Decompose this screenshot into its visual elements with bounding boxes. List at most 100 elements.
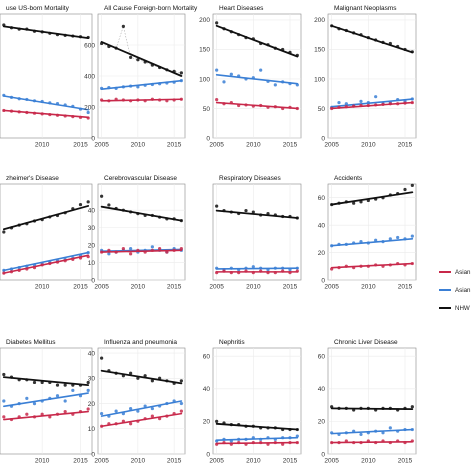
panel-9-api_blue-point — [32, 402, 37, 406]
panel-10-xtick-label: 2010 — [131, 458, 146, 465]
panel-2-api_red-point — [121, 98, 125, 102]
panel-5-api_red-point — [78, 256, 83, 260]
panel-4-api_red-point — [344, 105, 348, 109]
panel-1-nhw-point — [86, 35, 90, 40]
panel-12-nhw-point — [410, 405, 414, 409]
panel-1-nhw-point — [40, 30, 44, 34]
panel-6-api_red-point — [114, 250, 118, 254]
panel-6-api_red-point — [129, 252, 133, 256]
panel-9-api_red-point — [17, 415, 21, 419]
panel-2-api_red-point — [158, 98, 162, 102]
panel-8-nhw-point — [388, 193, 392, 197]
panel-4-nhw-point — [381, 40, 385, 44]
panel-4-api_red-point — [410, 100, 414, 105]
panel-5-nhw-point — [9, 226, 14, 230]
panel-8-nhw-point — [381, 196, 385, 200]
panel-5-nhw-point — [86, 200, 90, 204]
panel-3-nhw-point — [259, 41, 263, 46]
panel-10-api_blue-point — [143, 404, 147, 408]
panel-6-api_blue-trend-line — [100, 248, 183, 252]
panel-10-title: Influenza and pneumonia — [104, 339, 177, 346]
panel-11-api_blue-point — [222, 437, 226, 441]
panel-4-xtick-label: 2005 — [324, 142, 339, 149]
panel-6-api_red-point — [121, 246, 125, 251]
panel-12-api_red-point — [410, 439, 414, 443]
panel-7-api_red-point — [244, 269, 248, 273]
panel-3-api_blue-point — [215, 68, 219, 72]
panel-9-nhw-point — [25, 378, 29, 382]
panel-8-api_blue-point — [352, 241, 356, 245]
panel-10-api_blue-point — [172, 399, 176, 403]
panel-3-api_red-point — [266, 105, 270, 109]
panel-6-api_red-point — [158, 246, 162, 251]
panel-11-nhw-point — [281, 427, 285, 432]
panel-6-nhw-point — [165, 217, 169, 221]
panel-5-api_red-point — [48, 261, 52, 266]
panel-2-nhw-point — [172, 69, 176, 73]
panel-5-xtick-label: 2015 — [73, 284, 88, 291]
panel-9-api_blue-point — [71, 388, 75, 392]
panel-9-api_blue-point — [2, 399, 6, 403]
panel-11-nhw-point — [295, 427, 299, 432]
panel-10-api_red-point — [172, 412, 176, 416]
panel-7-api_red-point — [281, 269, 285, 273]
panel-5-nhw-point — [48, 215, 52, 219]
panel-10-api_red-point — [165, 414, 169, 418]
panel-11-nhw-point — [229, 423, 233, 427]
panel-6-api_blue-point — [107, 252, 111, 256]
panel-3-nhw-point — [229, 30, 233, 34]
panel-1-api_red-point — [71, 115, 75, 119]
panel-4-api_blue-point — [337, 100, 341, 105]
panel-12-ytick-label: 20 — [318, 419, 326, 426]
panel-11-api_red-point — [244, 442, 248, 446]
panel-8-api_blue-point — [337, 242, 341, 246]
panel-1-api_blue-point — [86, 110, 90, 115]
panel-10-api_blue-point — [107, 414, 111, 418]
panel-1-api_blue-point — [25, 97, 29, 102]
panel-11-nhw-point — [259, 426, 263, 430]
panel-5-api_red-point — [32, 266, 37, 270]
panel-3-ytick-label: 200 — [199, 17, 210, 24]
panel-2-api_blue-point — [114, 86, 118, 90]
panel-3-api_blue-point — [259, 68, 263, 72]
panel-1-nhw-point — [55, 33, 60, 37]
panel-7-nhw-point — [259, 213, 263, 217]
panel-9-api_blue-point — [63, 399, 67, 403]
panel-7-api_blue-point — [281, 266, 285, 270]
panel-10-ytick-label: 10 — [88, 426, 96, 433]
panel-6-ytick-label: 20 — [88, 242, 96, 249]
panel-9-api_red-point — [9, 417, 14, 422]
panel-8-api_blue-point — [344, 242, 348, 246]
panel-3-ytick-label: 100 — [199, 76, 210, 83]
panel-3-api_red-point — [244, 103, 248, 107]
panel-7-api_blue-point — [295, 266, 299, 270]
panel-12-api_blue-point — [388, 426, 392, 430]
panel-8-api_blue-point — [388, 237, 392, 241]
panel-4-nhw-point — [410, 50, 414, 54]
panel-1-nhw-point — [48, 31, 52, 35]
panel-6-ytick-label: 30 — [88, 225, 96, 232]
panel-3-nhw-point — [273, 46, 277, 50]
panel-6-api_red-point — [100, 250, 104, 254]
panel-5-nhw-point — [2, 230, 6, 234]
panel-8-title: Accidents — [334, 175, 363, 182]
panel-4-nhw-point — [344, 28, 348, 33]
panel-1-nhw-point — [78, 35, 83, 39]
panel-6-nhw-point — [136, 212, 140, 216]
panel-4-api_blue-point — [374, 95, 378, 99]
panel-2-nhw-point — [165, 68, 169, 72]
panel-2-api_blue-point — [179, 79, 183, 83]
panel-2-nhw-point — [107, 44, 111, 49]
panel-9-xtick-label: 2010 — [35, 458, 50, 465]
panel-12-ytick-label: 60 — [318, 353, 326, 360]
panel-2-api_blue-point — [100, 86, 104, 90]
panel-1-api_blue-point — [48, 101, 52, 105]
panel-9-api_blue-point — [40, 399, 44, 403]
panel-12-api_red-trend-line — [330, 440, 414, 444]
panel-1-nhw-point — [32, 29, 37, 33]
panel-4-api_blue-point — [410, 97, 414, 101]
panel-5-nhw-point — [40, 218, 44, 222]
panel-10-ytick-label: 40 — [88, 350, 96, 357]
panel-12-api_blue-point — [337, 432, 341, 437]
panel-3-nhw-point — [281, 47, 285, 52]
